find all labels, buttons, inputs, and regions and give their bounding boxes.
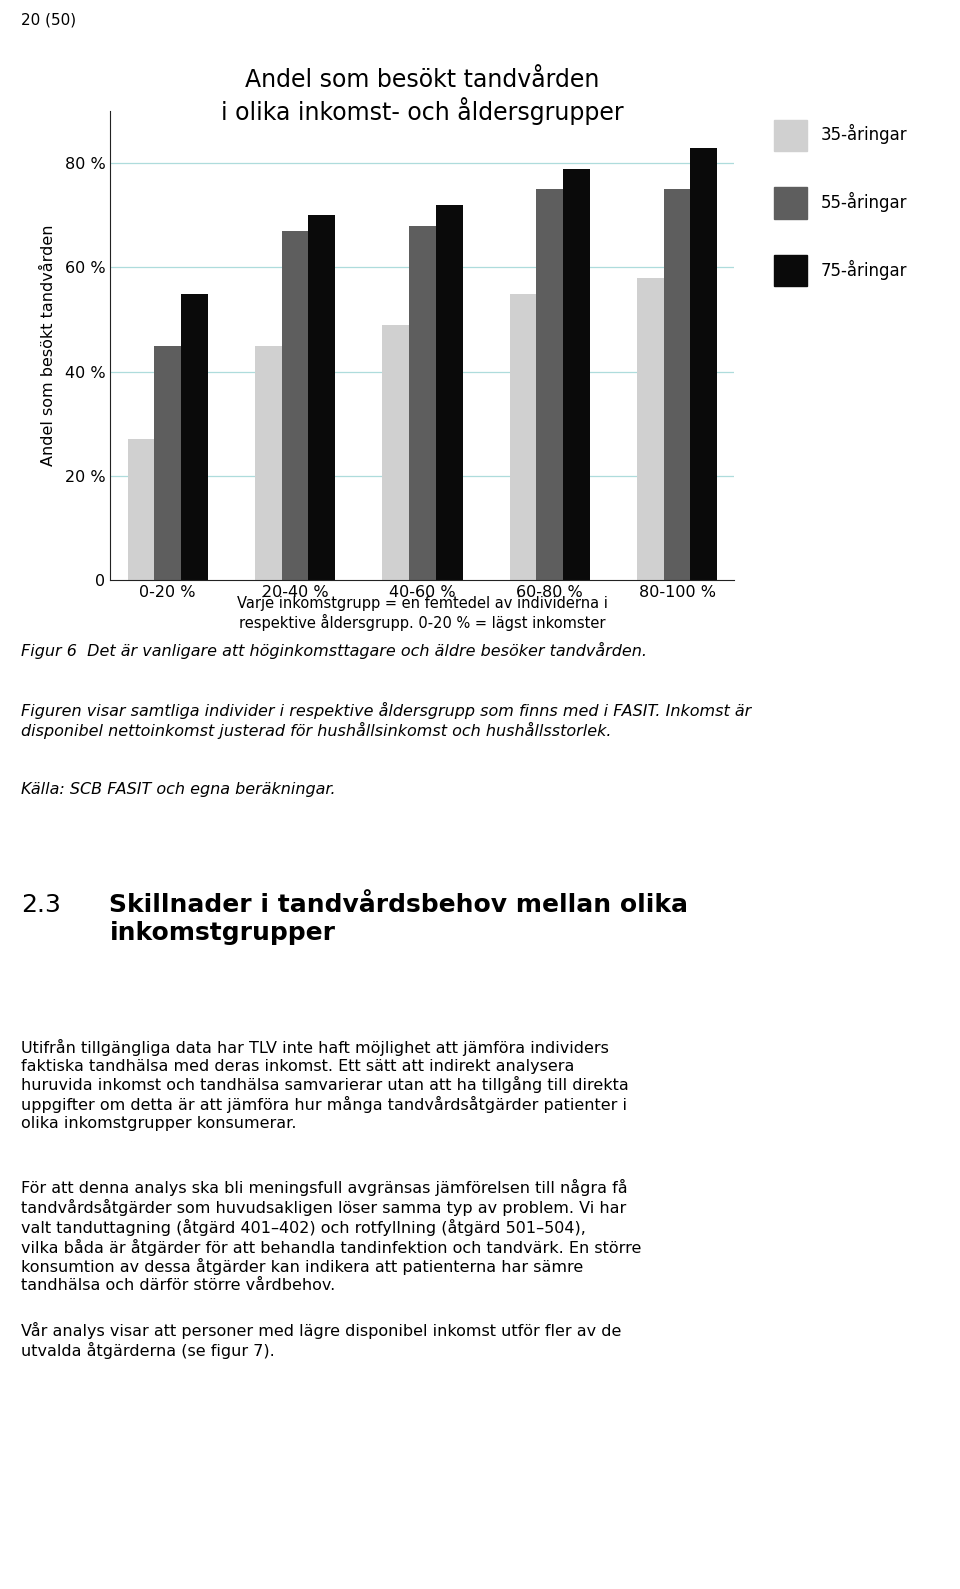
Bar	[308, 216, 335, 580]
Text: Andel som besökt tandvården
i olika inkomst- och åldersgrupper: Andel som besökt tandvården i olika inko…	[221, 68, 624, 126]
Text: Vår analys visar att personer med lägre disponibel inkomst utför fler av de
utva: Vår analys visar att personer med lägre …	[21, 1322, 621, 1359]
Bar	[637, 278, 663, 580]
Text: 2.3: 2.3	[21, 893, 61, 917]
Bar	[436, 205, 463, 580]
Bar	[281, 230, 308, 580]
Text: Varje inkomstgrupp = en femtedel av individerna i
respektive åldersgrupp. 0-20 %: Varje inkomstgrupp = en femtedel av indi…	[237, 596, 608, 631]
Text: För att denna analys ska bli meningsfull avgränsas jämförelsen till några få
tan: För att denna analys ska bli meningsfull…	[21, 1179, 641, 1293]
Text: Källa: SCB FASIT och egna beräkningar.: Källa: SCB FASIT och egna beräkningar.	[21, 782, 336, 796]
Bar	[181, 294, 207, 580]
Text: Utifrån tillgängliga data har TLV inte haft möjlighet att jämföra individers
fak: Utifrån tillgängliga data har TLV inte h…	[21, 1039, 629, 1131]
Bar	[510, 294, 537, 580]
Y-axis label: Andel som besökt tandvården: Andel som besökt tandvården	[41, 226, 57, 466]
Bar	[382, 324, 409, 580]
Legend: 35-åringar, 55-åringar, 75-åringar: 35-åringar, 55-åringar, 75-åringar	[774, 119, 907, 286]
Text: Figuren visar samtliga individer i respektive åldersgrupp som finns med i FASIT.: Figuren visar samtliga individer i respe…	[21, 702, 752, 739]
Text: Skillnader i tandvårdsbehov mellan olika
inkomstgrupper: Skillnader i tandvårdsbehov mellan olika…	[109, 893, 688, 945]
Bar	[409, 226, 436, 580]
Bar	[155, 346, 181, 580]
Bar	[255, 346, 281, 580]
Text: Figur 6  Det är vanligare att höginkomsttagare och äldre besöker tandvården.: Figur 6 Det är vanligare att höginkomstt…	[21, 642, 647, 659]
Bar	[690, 148, 717, 580]
Bar	[128, 439, 155, 580]
Bar	[663, 189, 690, 580]
Bar	[564, 168, 589, 580]
Text: 20 (50): 20 (50)	[21, 13, 76, 27]
Bar	[537, 189, 564, 580]
